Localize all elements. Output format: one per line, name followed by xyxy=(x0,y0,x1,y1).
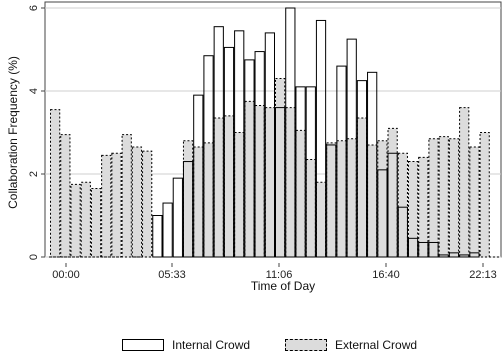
bar-internal xyxy=(438,254,449,258)
bar-internal xyxy=(182,161,194,258)
bar-internal xyxy=(377,169,388,258)
x-tick-label: 00:00 xyxy=(52,269,80,281)
bar-external xyxy=(101,154,112,258)
y-tick-label: 6 xyxy=(28,5,40,11)
bar-external xyxy=(428,138,439,258)
bar-external xyxy=(223,115,235,258)
y-axis-title: Collaboration Frequency (%) xyxy=(6,56,20,209)
bar-internal xyxy=(223,46,235,258)
bar-internal xyxy=(397,206,408,258)
legend-internal-label: Internal Crowd xyxy=(172,338,251,352)
bar-internal xyxy=(285,7,296,258)
bar-external xyxy=(448,138,460,258)
y-tick-label: 2 xyxy=(28,171,40,177)
bar-internal xyxy=(244,59,255,258)
bar-internal xyxy=(459,254,470,258)
legend-internal: Internal Crowd xyxy=(122,338,250,352)
y-tick-label: 0 xyxy=(28,254,40,260)
bar-internal xyxy=(367,71,378,258)
bar-internal xyxy=(356,80,368,258)
bar-internal xyxy=(315,19,327,258)
bar-internal xyxy=(407,237,419,258)
bar-internal xyxy=(326,144,337,258)
bar-external xyxy=(70,183,81,258)
x-tick-label: 05:33 xyxy=(158,269,186,281)
legend-external-swatch xyxy=(285,339,327,351)
bar-external xyxy=(80,181,91,258)
bar-external xyxy=(90,188,102,258)
bar-external xyxy=(121,134,132,258)
x-tick-label: 11:06 xyxy=(266,269,293,281)
bar-internal xyxy=(193,94,204,258)
bar-internal xyxy=(469,252,480,258)
bar-external xyxy=(60,134,71,258)
y-tick-label: 4 xyxy=(28,88,40,94)
bar-external xyxy=(131,146,143,258)
legend-external-label: External Crowd xyxy=(335,338,418,352)
bar-internal xyxy=(162,202,173,258)
bar-external xyxy=(479,132,490,258)
bar-internal xyxy=(387,152,398,258)
bar-internal xyxy=(203,55,214,258)
legend: Internal Crowd External Crowd xyxy=(0,338,503,358)
bar-external xyxy=(459,107,470,258)
bar-external xyxy=(285,107,296,258)
bar-internal xyxy=(346,38,357,258)
bar-internal xyxy=(448,252,460,258)
legend-internal-swatch xyxy=(122,339,164,351)
legend-external: External Crowd xyxy=(285,338,417,352)
bar-external xyxy=(50,109,61,258)
bar-internal xyxy=(428,241,439,258)
x-axis-title: Time of Day xyxy=(251,279,315,293)
bar-internal xyxy=(336,65,347,258)
bar-internal xyxy=(275,107,286,258)
bar-internal xyxy=(213,26,224,258)
bar-external xyxy=(264,107,276,258)
bar-internal xyxy=(264,32,276,258)
bar-external xyxy=(142,150,153,258)
bar-internal xyxy=(305,86,316,258)
bar-internal xyxy=(418,241,429,258)
bar-internal xyxy=(295,86,306,258)
bar-internal xyxy=(152,215,163,258)
x-tick-label: 22:13 xyxy=(469,269,497,281)
bar-internal xyxy=(172,177,183,258)
x-tick-label: 16:40 xyxy=(372,269,400,281)
bar-external xyxy=(469,146,480,258)
bar-internal xyxy=(234,30,245,258)
bar-external xyxy=(438,136,449,258)
bar-external xyxy=(111,152,122,258)
bar-internal xyxy=(254,51,265,258)
